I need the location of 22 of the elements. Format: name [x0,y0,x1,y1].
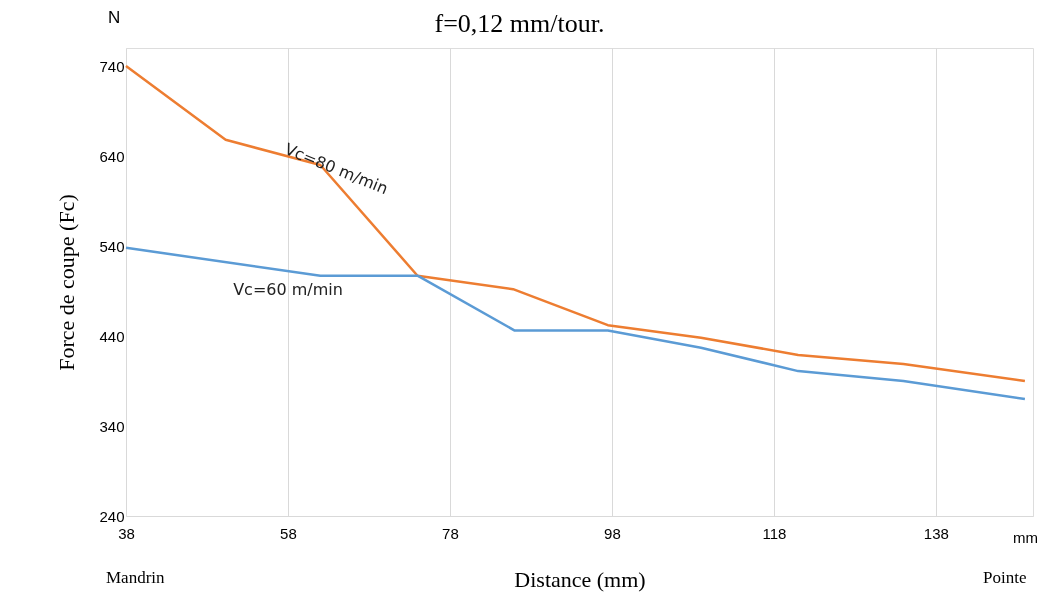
line-series [124,246,1027,401]
x-tick-label: 58 [280,524,297,542]
chart-title: f=0,12 mm/tour. [434,9,605,38]
y-tick-label: 440 [99,327,125,345]
y-tick-label: 540 [99,237,125,255]
y-tick-label: 340 [99,417,125,435]
text: mm [1013,529,1038,546]
line-series [124,64,1027,383]
series-label: Vc=60 m/min [233,279,343,299]
y-tick-label: 640 [99,147,125,165]
x-tick-label: 118 [762,524,787,542]
y-axis-title: Force de coupe (Fc) [54,194,80,371]
x-axis-title: Distance (mm) [514,566,646,592]
text: Mandrin [106,568,166,587]
x-tick-label: 78 [442,524,459,542]
y-tick-label: 240 [99,507,125,525]
x-tick-label: 138 [923,524,949,542]
x-tick-label: 98 [604,524,621,542]
x-tick-label: 38 [118,524,135,542]
text: N [108,8,121,27]
text: Pointe [983,568,1027,587]
y-tick-label: 740 [99,57,125,75]
